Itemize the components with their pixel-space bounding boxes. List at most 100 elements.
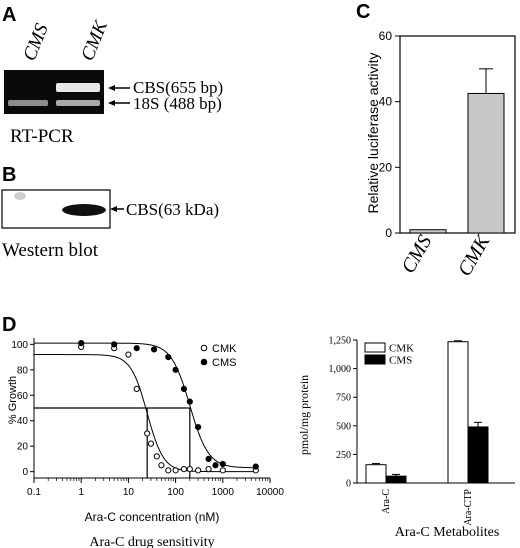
point-cms [186, 398, 193, 405]
caption-western-blot: Western blot [2, 240, 99, 261]
point-cmk [165, 467, 172, 474]
chart-drug-sensitivity: % Growth Ara-C concentration (nM) Ara-C … [7, 338, 284, 548]
y-tick-label-luciferase: 40 [379, 95, 393, 109]
legend-marker-cms [200, 358, 208, 366]
point-cms [78, 339, 85, 347]
point-cms [195, 423, 202, 431]
point-cms [252, 463, 259, 470]
point-cms [150, 346, 158, 353]
chart-metabolites: pmol/mg protein Ara-C Metabolites 0 250 50… [297, 336, 515, 540]
point-cmk [205, 465, 212, 473]
blot-smudge [14, 192, 26, 200]
y-tick-label-pmol: 1,000 [329, 364, 352, 375]
y-tick-label-pmol: 1,250 [329, 336, 352, 347]
plot-frame-luciferase [399, 35, 516, 234]
y-tick-label-pmol: 750 [336, 393, 351, 404]
x-tick-label-concentration: 1 [78, 487, 84, 498]
x-tick-label-concentration: 0.1 [27, 487, 41, 498]
x-tick-label-ara-ctp: Ara-CTP [463, 489, 474, 526]
y-tick-label-pmol: 500 [336, 421, 351, 432]
point-cms [205, 455, 212, 463]
fit-curve-cmk [34, 354, 256, 473]
gel-band-cms-18s [8, 100, 48, 106]
legend-swatch-cms [364, 354, 386, 365]
bar-cms [409, 229, 447, 234]
blot-panel-b: CBS(63 kDa) Western blot [1, 189, 219, 261]
y-tick-label-growth: 40 [17, 416, 29, 427]
arrow-head-18s [108, 100, 115, 106]
y-tick-label-growth: 60 [17, 391, 29, 402]
band-label-cbs-protein: CBS(63 kDa) [126, 200, 219, 219]
point-cmk [172, 467, 179, 474]
panel-label-b: B [2, 164, 16, 186]
band-label-18s: 18S (488 bp) [133, 94, 222, 113]
point-cms [165, 353, 172, 361]
point-cmk [219, 467, 226, 474]
y-tick-label-luciferase: 0 [385, 226, 392, 240]
y-tick-label-luciferase: 20 [379, 160, 393, 174]
x-tick-label-concentration: 10 [123, 487, 135, 498]
legend-swatch-cmk [364, 342, 386, 353]
arrow-head-cbs-protein [110, 206, 117, 212]
point-cmk [144, 430, 151, 437]
caption-rt-pcr: RT-PCR [10, 126, 74, 147]
panel-label-a: A [2, 4, 16, 26]
y-tick-label-growth: 100 [11, 340, 28, 351]
point-cmk [125, 351, 132, 358]
bar-cms-ara-c [385, 475, 407, 484]
y-tick-label-pmol: 250 [336, 450, 351, 461]
y-tick-label-luciferase: 60 [379, 29, 393, 43]
y-axis-label-growth: % Growth [7, 376, 19, 424]
x-tick-label-concentration: 100 [167, 487, 184, 498]
x-tick-label-concentration: 1000 [212, 487, 235, 498]
bar-cmk-ara-ctp [447, 341, 469, 484]
chart-luciferase: Relative luciferase activity 0 20 40 60 CMS C… [365, 29, 516, 280]
x-tick-label-concentration: 10000 [256, 487, 284, 498]
bar-cms-ara-ctp [467, 426, 489, 484]
bar-cmk [467, 92, 505, 234]
lane-label-cms: CMS [19, 20, 53, 64]
x-tick-label-ara-c: Ara-C [381, 489, 392, 514]
panel-label-d: D [2, 314, 16, 336]
point-cms [212, 462, 219, 469]
y-tick-label-growth: 80 [17, 365, 29, 376]
y-tick-label-growth: 0 [22, 467, 28, 478]
legend-label-cms: CMS [212, 357, 236, 369]
x-axis-label-concentration: Ara-C concentration (nM) [85, 510, 220, 524]
blot-band-cmk [62, 204, 106, 216]
legend-label-cms: CMS [389, 355, 412, 367]
y-axis-label-luciferase: Relative luciferase activity [365, 52, 381, 213]
x-tick-label-cms: CMS [397, 232, 436, 278]
gel-band-cmk-cbs [56, 83, 100, 92]
point-cms [111, 341, 118, 348]
legend-marker-cmk [200, 344, 208, 352]
caption-metabolites: Ara-C Metabolites [395, 525, 500, 540]
point-cms [172, 366, 179, 373]
point-cmk [147, 440, 155, 447]
caption-drug-sensitivity: Ara-C drug sensitivity [89, 535, 214, 548]
panel-label-c: C [356, 1, 370, 23]
x-tick-label-cmk: CMK [454, 230, 496, 280]
point-cmk [186, 465, 193, 473]
point-cmk [180, 465, 188, 473]
y-tick-label-growth: 20 [17, 442, 29, 453]
arrow-head-cbs [108, 85, 115, 91]
legend-label-cmk: CMK [212, 343, 237, 355]
y-tick-label-pmol: 0 [346, 479, 351, 490]
y-axis-label-pmol: pmol/mg protein [297, 375, 311, 455]
point-cmk [133, 385, 140, 393]
band-label-cbs: CBS(655 bp) [133, 78, 223, 97]
point-cms [180, 385, 188, 393]
bar-cmk-ara-c [365, 464, 387, 484]
point-cmk [195, 467, 202, 474]
point-cms [219, 460, 226, 468]
lane-label-cmk: CMK [77, 17, 112, 64]
point-cmk [158, 462, 165, 469]
fit-curve-cms [34, 342, 256, 469]
gel-band-cmk-18s [56, 100, 100, 106]
point-cmk [153, 453, 160, 460]
legend-label-cmk: CMK [389, 343, 414, 355]
gel-panel-a: CMS CMK CBS(655 bp) 18S (488 bp) RT-PCR [4, 17, 223, 147]
point-cms [133, 345, 140, 352]
